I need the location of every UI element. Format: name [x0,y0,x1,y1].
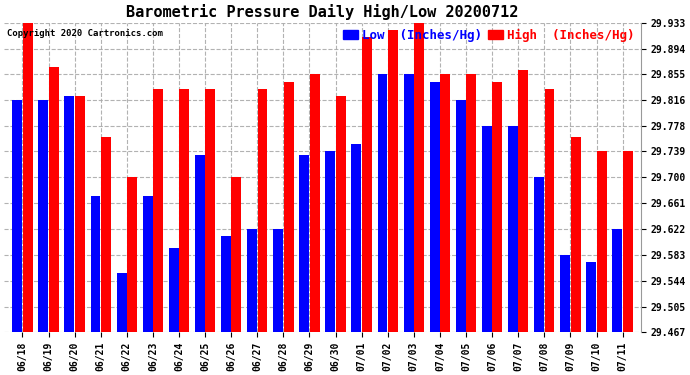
Bar [518,70,529,332]
Bar [482,126,492,332]
Bar [179,89,189,332]
Bar [284,82,293,332]
Bar [404,75,413,332]
Bar [456,100,466,332]
Bar [221,236,231,332]
Bar [544,89,555,332]
Bar [12,100,22,332]
Bar [23,23,32,332]
Bar [560,255,570,332]
Bar [351,144,362,332]
Bar [336,96,346,332]
Bar [508,126,518,332]
Bar [206,89,215,332]
Bar [466,75,476,332]
Bar [388,30,398,332]
Bar [153,89,163,332]
Bar [299,155,309,332]
Bar [326,152,335,332]
Bar [414,23,424,332]
Bar [273,229,283,332]
Bar [143,196,152,332]
Legend: Low  (Inches/Hg), High  (Inches/Hg): Low (Inches/Hg), High (Inches/Hg) [344,29,635,42]
Bar [362,37,372,332]
Bar [49,67,59,332]
Bar [257,89,268,332]
Bar [623,152,633,332]
Bar [231,177,241,332]
Bar [440,75,450,332]
Bar [613,229,622,332]
Bar [310,75,319,332]
Bar [101,137,111,332]
Title: Barometric Pressure Daily High/Low 20200712: Barometric Pressure Daily High/Low 20200… [126,4,519,20]
Bar [247,229,257,332]
Bar [195,155,205,332]
Bar [117,273,126,332]
Bar [75,96,85,332]
Bar [597,152,607,332]
Bar [586,262,596,332]
Bar [493,82,502,332]
Bar [430,82,440,332]
Bar [64,96,75,332]
Bar [39,100,48,332]
Bar [571,137,580,332]
Bar [169,248,179,332]
Bar [90,196,101,332]
Bar [377,75,388,332]
Text: Copyright 2020 Cartronics.com: Copyright 2020 Cartronics.com [8,29,164,38]
Bar [127,177,137,332]
Bar [534,177,544,332]
